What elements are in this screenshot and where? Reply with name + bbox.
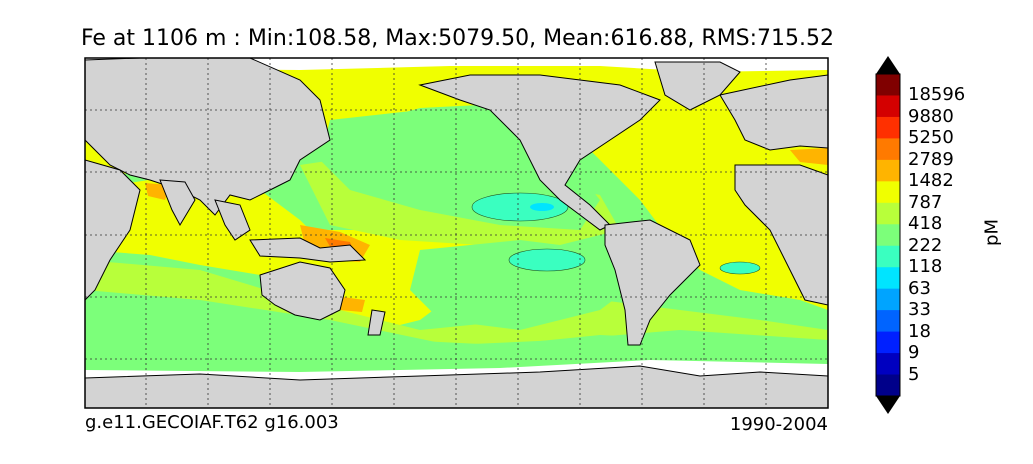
field-high-mediterranean <box>790 148 828 165</box>
land-africa-left <box>85 159 141 301</box>
graticule <box>85 58 828 408</box>
land-indonesia <box>249 237 367 263</box>
colorbar-tick-label: 33 <box>908 299 931 321</box>
map-frame <box>84 57 829 409</box>
map-title: Fe at 1106 m : Min:108.58, Max:5079.50, … <box>80 26 835 51</box>
colorbar-segment <box>876 224 900 247</box>
land-antarctica <box>85 365 828 408</box>
colorbar-unit: pM <box>981 219 1003 246</box>
colorbar-tick-label: 9 <box>908 342 920 364</box>
colorbar-tick-label: 418 <box>908 213 943 235</box>
field-min-north-core <box>530 203 554 211</box>
land-europe <box>719 74 828 151</box>
period-label: 1990-2004 <box>729 414 828 435</box>
colorbar-segment <box>876 95 900 118</box>
land-new-zealand <box>367 309 386 336</box>
field-atlantic-yellow <box>560 100 828 310</box>
land-se-asia <box>214 199 251 241</box>
land-north-america <box>418 74 661 231</box>
colorbar-tick-label: 787 <box>908 191 943 213</box>
colorbar-segment <box>876 353 900 376</box>
colorbar-tick-label: 118 <box>908 256 943 278</box>
colorbar-segment <box>876 288 900 311</box>
land-asia-left <box>85 58 331 216</box>
field-min-south <box>508 248 586 272</box>
field-min-north <box>471 192 569 222</box>
map-field <box>85 58 828 408</box>
colorbar-tick-label: 18596 <box>908 84 966 106</box>
colorbar <box>875 56 901 414</box>
model-run-label: g.e11.GECOIAF.T62 g16.003 <box>85 412 339 433</box>
colorbar-tick-label: 63 <box>908 277 931 299</box>
colorbar-segment <box>876 267 900 290</box>
colorbar-extend-bottom <box>876 396 900 414</box>
colorbar-tick-label: 222 <box>908 234 943 256</box>
colorbar-tick-label: 18 <box>908 320 931 342</box>
land-australia <box>259 261 346 321</box>
land-india <box>159 179 196 227</box>
colorbar-segment <box>876 181 900 204</box>
land-south-america <box>604 219 701 346</box>
colorbar-segment <box>876 74 900 96</box>
colorbar-segment <box>876 331 900 354</box>
colorbar-segment <box>876 245 900 268</box>
colorbar-tick-label: 5 <box>908 363 920 385</box>
colorbar-tick-label: 1482 <box>908 170 954 192</box>
colorbar-segment <box>876 374 900 397</box>
colorbar-segment <box>876 159 900 182</box>
colorbar-segment <box>876 138 900 161</box>
colorbar-extend-top <box>876 56 900 74</box>
colorbar-segment <box>876 310 900 333</box>
field-min-atlantic <box>719 261 761 275</box>
colorbar-segment <box>876 202 900 225</box>
colorbar-tick-label: 5250 <box>908 127 954 149</box>
colorbar-tick-label: 9880 <box>908 105 954 127</box>
colorbar-tick-label: 2789 <box>908 148 954 170</box>
colorbar-segment <box>876 116 900 139</box>
colorbar-frame <box>875 73 901 397</box>
